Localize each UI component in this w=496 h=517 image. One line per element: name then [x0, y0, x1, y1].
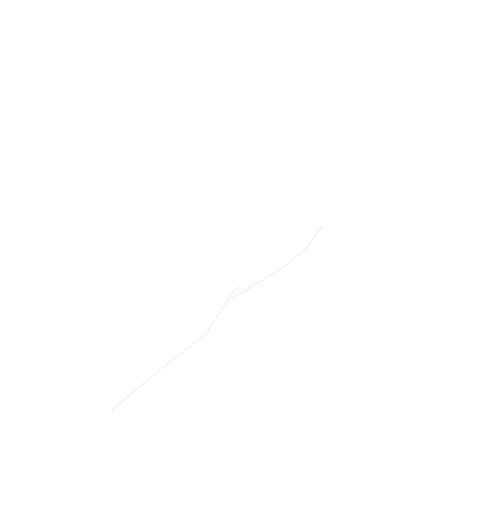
faint-diagonal-stroke	[111, 225, 323, 411]
faint-scribble	[227, 281, 263, 301]
